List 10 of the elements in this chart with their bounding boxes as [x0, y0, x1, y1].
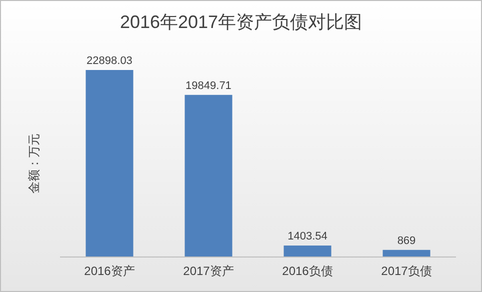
- x-tick-label: 2016负债: [282, 264, 333, 278]
- x-tick-label: 2017资产: [183, 264, 234, 278]
- data-label: 22898.03: [86, 55, 132, 67]
- data-label: 19849.71: [186, 80, 232, 92]
- chart-title: 2016年2017年资产负债对比图: [120, 12, 362, 32]
- x-tick-label: 2017负债: [381, 264, 432, 278]
- data-label: 1403.54: [288, 230, 328, 243]
- y-axis-title: 金额：万元: [27, 134, 41, 194]
- data-label: 869: [397, 234, 416, 247]
- x-tick-label: 2016资产: [84, 264, 135, 278]
